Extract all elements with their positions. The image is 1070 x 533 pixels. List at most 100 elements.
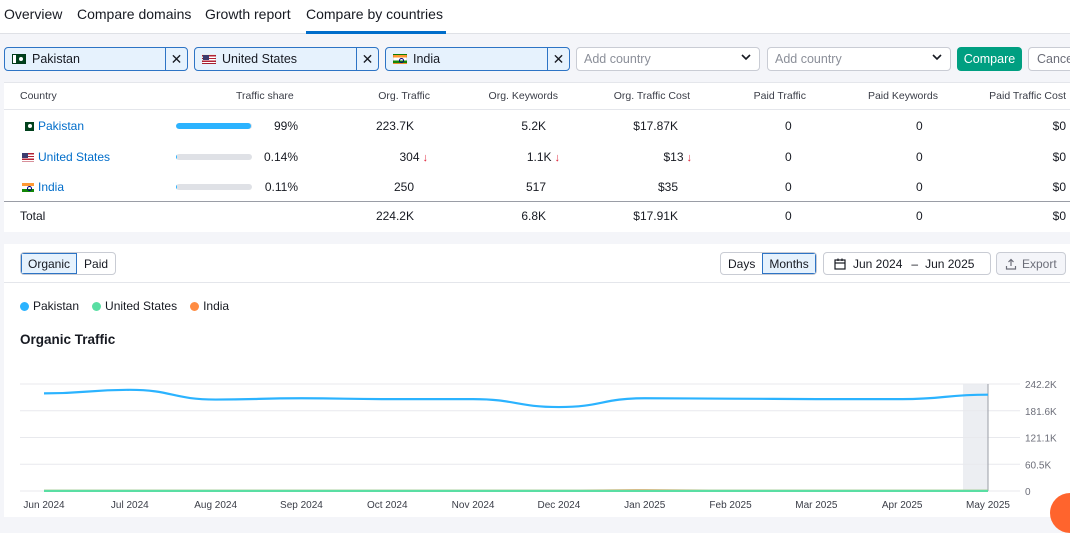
org-keywords-value: 517 [526, 180, 546, 194]
x-tick-label: Apr 2025 [882, 500, 923, 511]
paid-traffic-value: 0 [785, 150, 792, 164]
arrow-down-icon: ↓ [687, 152, 693, 164]
header-paid-keywords[interactable]: Paid Keywords [868, 90, 938, 102]
header-paid-traffic[interactable]: Paid Traffic [754, 90, 806, 102]
close-icon[interactable]: ✕ [356, 47, 378, 71]
total-org-traffic-cost: $17.91K [633, 209, 678, 223]
org-traffic-text: 304 [399, 150, 419, 164]
tab-compare-by-countries[interactable]: Compare by countries [306, 6, 443, 22]
tab-growth-report[interactable]: Growth report [205, 6, 291, 22]
paid-traffic-value: 0 [785, 180, 792, 194]
country-filters: Pakistan ✕ United States ✕ India ✕ Add c… [0, 34, 1070, 82]
org-keywords-text: 1.1K [527, 150, 552, 164]
flag-icon [22, 122, 34, 131]
y-tick-label: 0 [1025, 487, 1031, 498]
header-country[interactable]: Country [20, 90, 57, 102]
y-tick-label: 242.2K [1025, 380, 1057, 391]
x-tick-label: Jul 2024 [111, 500, 149, 511]
country-name: Pakistan [38, 119, 84, 133]
x-tick-label: Oct 2024 [367, 500, 408, 511]
total-org-traffic: 224.2K [376, 209, 414, 223]
traffic-share-bar [176, 123, 252, 129]
add-country-select[interactable]: Add country [576, 47, 760, 71]
org-traffic-text: 223.7K [376, 119, 414, 133]
org-traffic-value: 223.7K [376, 119, 414, 133]
org-keywords-value: 1.1K↓ [527, 150, 560, 164]
y-tick-label: 121.1K [1025, 434, 1057, 445]
pakistan-flag-icon [12, 54, 26, 64]
country-chip-united-states[interactable]: United States ✕ [194, 47, 379, 71]
traffic-share-value: 0.14% [264, 150, 298, 164]
org-keywords-text: 5.2K [521, 119, 546, 133]
add-country-placeholder: Add country [584, 52, 651, 66]
country-link[interactable]: India [22, 180, 64, 194]
traffic-share-value: 0.11% [265, 180, 298, 194]
flag-icon [22, 183, 34, 192]
x-tick-label: May 2025 [966, 500, 1010, 511]
total-org-keywords: 6.8K [521, 209, 546, 223]
country-link[interactable]: United States [22, 150, 110, 164]
paid-traffic-cost-value: $0 [1053, 180, 1066, 194]
chevron-down-icon [932, 52, 942, 62]
header-org-traffic-cost[interactable]: Org. Traffic Cost [614, 90, 690, 102]
traffic-share-value: 99% [274, 119, 298, 133]
x-tick-label: Dec 2024 [538, 500, 581, 511]
traffic-chart-card: Organic Paid Days Months Jun 2024 – Jun … [4, 244, 1070, 517]
country-chip-india[interactable]: India ✕ [385, 47, 570, 71]
report-tabs: Overview Compare domains Growth report C… [0, 0, 1070, 34]
total-row: Total 224.2K 6.8K $17.91K 0 0 $0 [4, 201, 1070, 231]
header-org-keywords[interactable]: Org. Keywords [489, 90, 558, 102]
paid-traffic-value: 0 [785, 119, 792, 133]
org-traffic-value: 304 ↓ [399, 150, 428, 164]
cancel-button[interactable]: Cance [1028, 47, 1070, 71]
x-tick-label: Aug 2024 [194, 500, 237, 511]
close-icon[interactable]: ✕ [165, 47, 187, 71]
table-row: Pakistan 99% 223.7K 5.2K $17.87K 0 0 $0 [4, 111, 1070, 141]
chip-label: Pakistan [32, 52, 80, 66]
chip-label: India [413, 52, 440, 66]
united-states-flag-icon [202, 54, 216, 64]
arrow-down-icon: ↓ [423, 152, 429, 164]
header-paid-traffic-cost[interactable]: Paid Traffic Cost [989, 90, 1066, 102]
paid-keywords-value: 0 [916, 150, 923, 164]
org-traffic-value: 250 [394, 180, 414, 194]
x-tick-label: Feb 2025 [709, 500, 752, 511]
total-label: Total [20, 209, 45, 223]
arrow-down-icon: ↓ [555, 152, 561, 164]
org-traffic-text: 250 [394, 180, 414, 194]
series-line-pakistan [44, 390, 988, 407]
traffic-share-fill [176, 154, 177, 160]
tab-overview[interactable]: Overview [4, 6, 62, 22]
traffic-share-bar [176, 154, 252, 160]
org-cost-text: $35 [658, 180, 678, 194]
org-traffic-cost-value: $17.87K [633, 119, 678, 133]
x-tick-label: Mar 2025 [795, 500, 838, 511]
x-tick-label: Nov 2024 [452, 500, 495, 511]
country-chip-pakistan[interactable]: Pakistan ✕ [4, 47, 188, 71]
close-icon[interactable]: ✕ [547, 47, 569, 71]
org-traffic-cost-value: $35 [658, 180, 678, 194]
flag-icon [22, 153, 34, 162]
add-country-select[interactable]: Add country [767, 47, 951, 71]
add-country-placeholder: Add country [775, 52, 842, 66]
tab-compare-domains[interactable]: Compare domains [77, 6, 191, 22]
paid-traffic-cost-value: $0 [1053, 119, 1066, 133]
paid-keywords-value: 0 [916, 119, 923, 133]
header-traffic-share[interactable]: Traffic share [236, 90, 294, 102]
header-org-traffic[interactable]: Org. Traffic [378, 90, 430, 102]
country-link[interactable]: Pakistan [22, 119, 84, 133]
x-tick-label: Jun 2024 [23, 500, 65, 511]
org-keywords-text: 517 [526, 180, 546, 194]
india-flag-icon [393, 54, 407, 64]
org-keywords-value: 5.2K [521, 119, 546, 133]
compare-button[interactable]: Compare [957, 47, 1022, 71]
org-cost-text: $17.87K [633, 119, 678, 133]
paid-keywords-value: 0 [916, 180, 923, 194]
total-paid-traffic: 0 [785, 209, 792, 223]
traffic-share-fill [176, 123, 251, 129]
traffic-share-fill [176, 184, 177, 190]
y-tick-label: 181.6K [1025, 407, 1057, 418]
org-cost-text: $13 [663, 150, 683, 164]
